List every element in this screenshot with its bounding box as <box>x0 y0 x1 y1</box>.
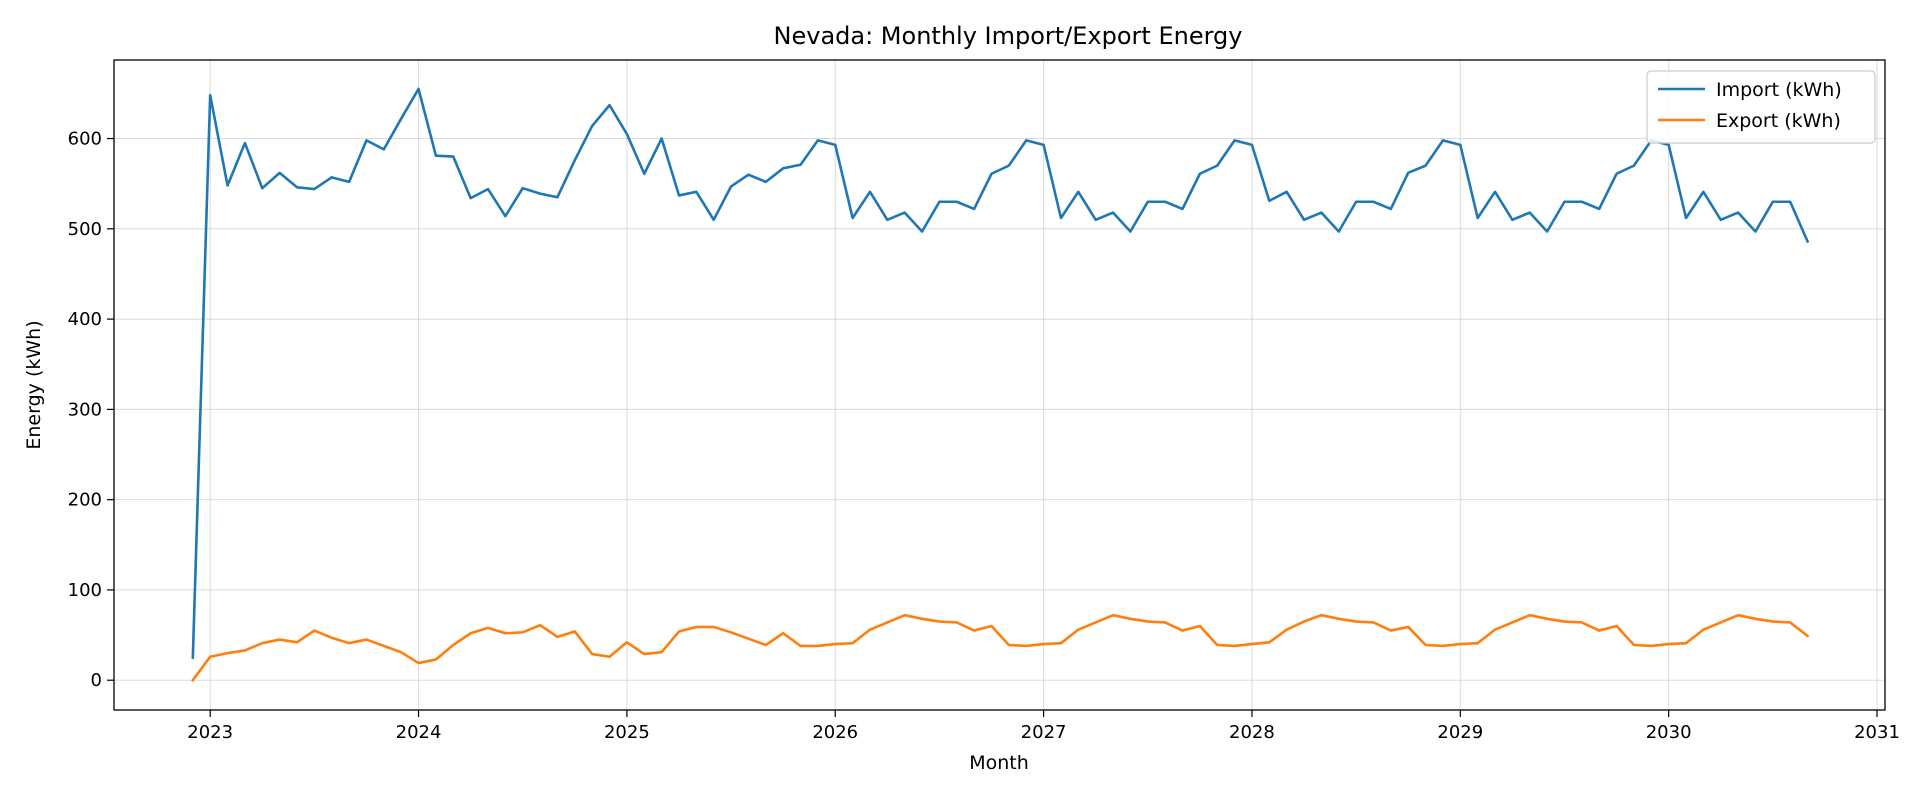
y-tick-label: 0 <box>91 670 102 691</box>
y-tick-label: 100 <box>68 580 102 601</box>
x-tick-label: 2028 <box>1229 722 1275 743</box>
import-series-line <box>191 87 1810 659</box>
y-tick-label: 500 <box>68 219 102 240</box>
x-tick-label: 2023 <box>187 722 233 743</box>
y-tick-label: 200 <box>68 490 102 511</box>
chart-title: Nevada: Monthly Import/Export Energy <box>774 22 1243 50</box>
y-axis: 0 100 200 300 400 500 600 <box>68 129 114 691</box>
y-tick-label: 600 <box>68 129 102 150</box>
x-tick-label: 2024 <box>396 722 442 743</box>
x-tick-label: 2030 <box>1646 722 1692 743</box>
y-tick-label: 300 <box>68 399 102 420</box>
plot-frame <box>113 59 1886 711</box>
legend-label-import: Import (kWh) <box>1716 79 1842 101</box>
x-tick-label: 2031 <box>1854 722 1900 743</box>
x-tick-label: 2027 <box>1021 722 1067 743</box>
x-axis-title: Month <box>969 752 1029 774</box>
legend-label-export: Export (kWh) <box>1716 110 1841 132</box>
legend: Import (kWh) Export (kWh) <box>1646 70 1876 144</box>
y-axis-title: Energy (kWh) <box>23 320 45 449</box>
x-axis: 2023 2024 2025 2026 2027 2028 2029 2030 2031 <box>187 710 1900 743</box>
series-lines <box>191 87 1810 683</box>
y-tick-label: 400 <box>68 309 102 330</box>
export-series-line <box>191 613 1810 683</box>
x-tick-label: 2029 <box>1437 722 1483 743</box>
grid <box>114 60 1885 710</box>
x-tick-label: 2026 <box>812 722 858 743</box>
x-tick-label: 2025 <box>604 722 650 743</box>
